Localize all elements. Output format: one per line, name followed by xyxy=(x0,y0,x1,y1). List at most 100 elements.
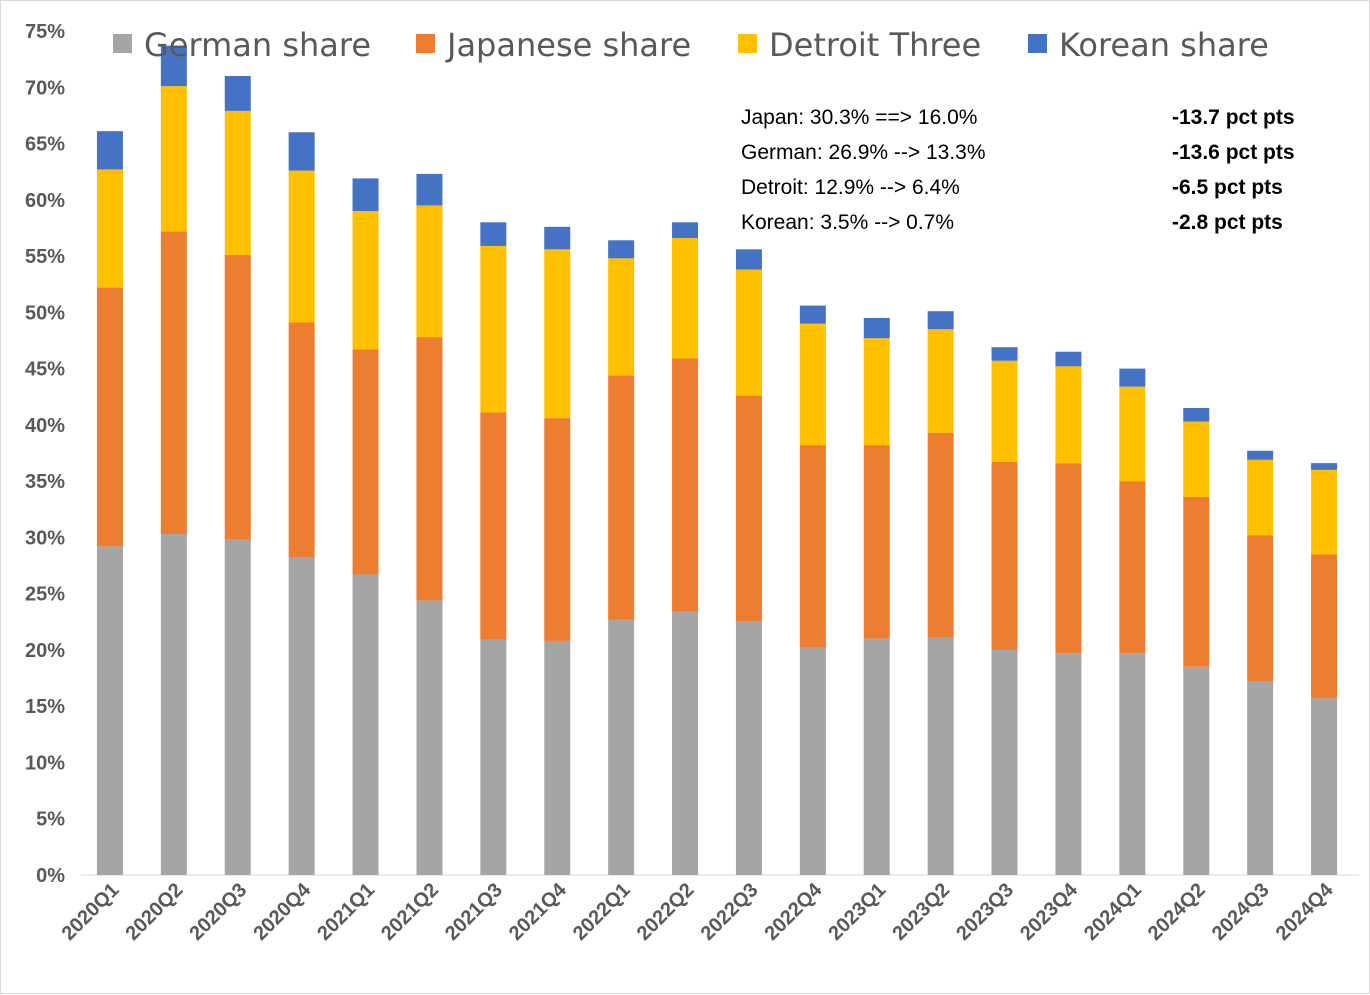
x-tick-label: 2020Q2 xyxy=(122,879,188,945)
bar-segment-detroit-three xyxy=(224,110,251,255)
bar-segment-japanese-share xyxy=(1311,554,1338,699)
x-tick-label: 2023Q1 xyxy=(824,879,890,945)
annotation-change: -6.5 pct pts xyxy=(1172,176,1283,199)
x-tick-label: 2021Q2 xyxy=(377,879,443,945)
bar-segment-japanese-share xyxy=(288,322,315,558)
bar-segment-japanese-share xyxy=(799,445,826,648)
annotation-change: -13.7 pct pts xyxy=(1172,106,1295,129)
bar-segment-korean-share xyxy=(1247,450,1274,460)
x-tick-label: 2024Q3 xyxy=(1208,879,1274,945)
bar-segment-korean-share xyxy=(1311,463,1338,470)
annotation-change: -13.6 pct pts xyxy=(1172,141,1295,164)
bars xyxy=(96,45,1338,875)
bar-segment-korean-share xyxy=(863,317,890,339)
bar-segment-german-share xyxy=(672,611,699,875)
annotations: Japan: 30.3% ==> 16.0% -13.7 pct pts Germa… xyxy=(741,106,1295,234)
x-tick-label: 2024Q2 xyxy=(1144,879,1210,945)
y-tick-label: 75% xyxy=(25,21,65,43)
legend-label: Japanese share xyxy=(445,26,691,64)
x-tick-label: 2021Q3 xyxy=(441,879,507,945)
bar-segment-detroit-three xyxy=(544,249,571,419)
annotation-text: Korean: 3.5% --> 0.7% xyxy=(741,211,954,234)
bar-segment-german-share xyxy=(416,600,443,875)
y-tick-label: 10% xyxy=(25,752,65,774)
bar-segment-korean-share xyxy=(991,347,1018,361)
bar-segment-detroit-three xyxy=(1055,366,1082,464)
y-tick-label: 0% xyxy=(36,865,65,887)
bar-segment-german-share xyxy=(1119,653,1146,875)
annotation-text: Detroit: 12.9% --> 6.4% xyxy=(741,176,960,199)
y-tick-label: 70% xyxy=(25,77,65,99)
bar-segment-german-share xyxy=(799,647,826,875)
bar-segment-detroit-three xyxy=(863,338,890,446)
y-tick-label: 60% xyxy=(25,190,65,212)
bar-segment-detroit-three xyxy=(96,169,123,288)
bar-segment-german-share xyxy=(1183,666,1210,875)
x-tick-label: 2021Q1 xyxy=(313,879,379,945)
bar-segment-japanese-share xyxy=(352,349,379,575)
annotation-text: German: 26.9% --> 13.3% xyxy=(741,141,986,164)
y-tick-label: 65% xyxy=(25,134,65,156)
y-tick-label: 40% xyxy=(25,415,65,437)
bar-segment-japanese-share xyxy=(927,432,954,638)
x-tick-label: 2022Q3 xyxy=(697,879,763,945)
bar-segment-korean-share xyxy=(224,76,251,111)
y-tick-label: 35% xyxy=(25,471,65,493)
bar-segment-japanese-share xyxy=(480,412,507,640)
legend-label: German share xyxy=(144,26,371,64)
bar-segment-german-share xyxy=(544,640,571,875)
bar-segment-detroit-three xyxy=(735,269,762,396)
bar-segment-german-share xyxy=(735,621,762,875)
bar-segment-japanese-share xyxy=(96,287,123,547)
bar-segment-japanese-share xyxy=(863,445,890,639)
y-tick-label: 55% xyxy=(25,246,65,268)
x-tick-label: 2023Q2 xyxy=(888,879,954,945)
bar-segment-korean-share xyxy=(288,132,315,171)
y-axis-ticks: 0% 5% 10% 15% 20% 25% 30% 35% 40% 45% 50% 55% 60% 65%… xyxy=(25,21,65,887)
bar-segment-japanese-share xyxy=(416,337,443,601)
bar-segment-korean-share xyxy=(416,173,443,206)
bar-segment-japanese-share xyxy=(608,375,635,620)
bar-segment-detroit-three xyxy=(672,238,699,359)
bar-segment-detroit-three xyxy=(1119,386,1146,482)
bar-segment-detroit-three xyxy=(1247,459,1274,536)
bar-segment-korean-share xyxy=(799,305,826,324)
x-tick-label: 2020Q1 xyxy=(58,879,124,945)
bar-segment-german-share xyxy=(927,637,954,875)
bar-segment-german-share xyxy=(1247,681,1274,875)
bar-segment-detroit-three xyxy=(160,86,187,232)
x-tick-label: 2021Q4 xyxy=(505,878,572,945)
y-tick-label: 30% xyxy=(25,527,65,549)
bar-segment-german-share xyxy=(224,539,251,875)
bar-segment-japanese-share xyxy=(672,358,699,612)
bar-segment-japanese-share xyxy=(1183,496,1210,667)
legend-label: Detroit Three xyxy=(769,26,981,64)
bar-segment-korean-share xyxy=(672,222,699,239)
bar-segment-detroit-three xyxy=(991,360,1018,463)
bar-segment-korean-share xyxy=(480,222,507,246)
x-tick-label: 2024Q1 xyxy=(1080,879,1146,945)
bar-segment-german-share xyxy=(608,619,635,875)
bar-segment-german-share xyxy=(1311,698,1338,875)
bar-segment-japanese-share xyxy=(735,395,762,622)
annotation-change: -2.8 pct pts xyxy=(1172,211,1283,234)
y-tick-label: 45% xyxy=(25,359,65,381)
legend-swatch xyxy=(113,34,132,53)
bar-segment-japanese-share xyxy=(1119,481,1146,654)
bar-segment-german-share xyxy=(288,557,315,875)
bar-segment-detroit-three xyxy=(1311,469,1338,555)
bar-segment-korean-share xyxy=(735,249,762,270)
x-tick-label: 2023Q3 xyxy=(952,879,1018,945)
y-tick-label: 5% xyxy=(36,809,65,831)
bar-segment-german-share xyxy=(1055,653,1082,875)
bar-segment-detroit-three xyxy=(927,329,954,433)
bar-segment-korean-share xyxy=(1055,351,1082,367)
bar-segment-korean-share xyxy=(1183,407,1210,422)
legend-swatch xyxy=(416,34,435,53)
bar-segment-german-share xyxy=(96,546,123,875)
y-tick-label: 25% xyxy=(25,584,65,606)
bar-segment-detroit-three xyxy=(352,211,379,350)
bar-segment-japanese-share xyxy=(1055,463,1082,654)
bar-segment-korean-share xyxy=(544,226,571,250)
